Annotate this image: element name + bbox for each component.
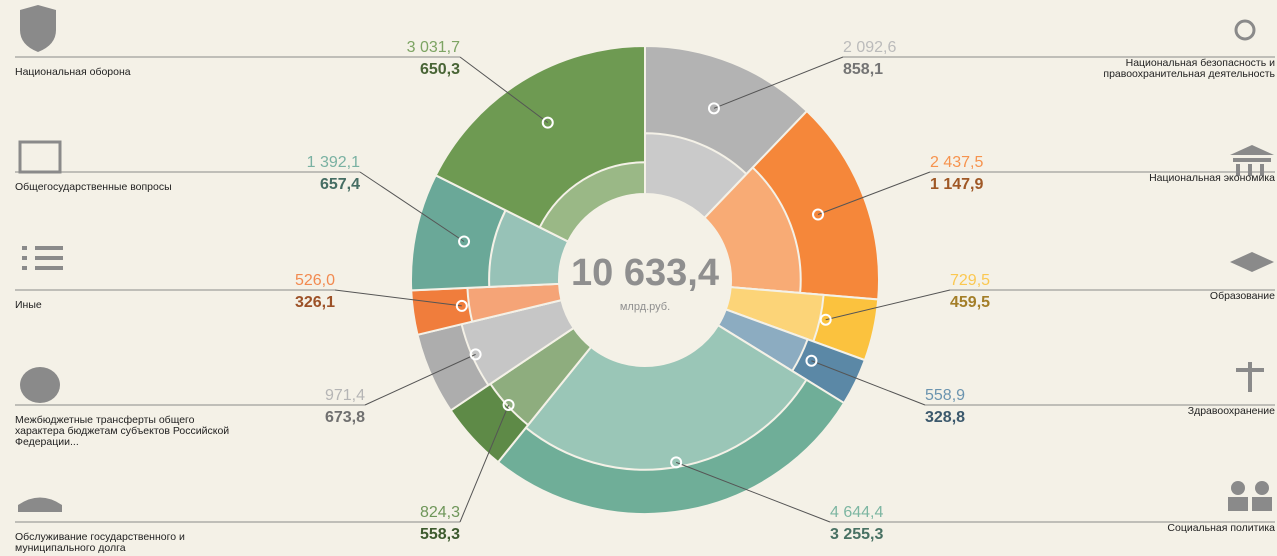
inner-segment xyxy=(538,161,646,243)
leader-line xyxy=(825,289,951,321)
category-name: Национальная оборона xyxy=(15,66,131,78)
dot xyxy=(670,456,683,469)
inner-segment xyxy=(524,323,808,471)
dot xyxy=(707,102,720,115)
leader-line xyxy=(364,353,476,406)
icon-bag xyxy=(20,367,60,403)
dot xyxy=(469,348,482,361)
leader-line xyxy=(817,171,931,215)
value-label: 858,1 xyxy=(843,61,883,78)
leader-line xyxy=(675,461,831,523)
value-label: 824,3 xyxy=(420,504,460,521)
icon-building xyxy=(18,140,62,174)
category-name: Социальная политика xyxy=(1167,522,1275,534)
value-label: 673,8 xyxy=(325,409,365,426)
value-label: 3 031,7 xyxy=(407,39,460,56)
icon-list xyxy=(22,246,63,270)
leader-line xyxy=(359,171,465,242)
value-label: 1 392,1 xyxy=(307,154,360,171)
icon-bank xyxy=(1230,145,1274,176)
category-name: Образование xyxy=(1209,290,1275,302)
icon-people xyxy=(1228,481,1272,511)
value-label: 3 255,3 xyxy=(830,526,883,543)
value-label: 558,3 xyxy=(420,526,460,543)
total-unit: млрд.руб. xyxy=(620,301,670,313)
category-name: Межбюджетные трансферты общего характера… xyxy=(15,414,230,448)
category-name: Здравоохранение xyxy=(1187,405,1275,417)
value-label: 326,1 xyxy=(295,294,335,311)
icon-cap xyxy=(1230,252,1274,272)
category-name: Иные xyxy=(15,299,42,311)
category-name: Национальная безопасность и правоохранит… xyxy=(1103,57,1275,80)
value-label: 4 644,4 xyxy=(830,504,883,521)
icon-medicine xyxy=(1236,362,1264,392)
value-label: 1 147,9 xyxy=(930,176,983,193)
value-label: 971,4 xyxy=(325,387,365,404)
icon-handcuffs xyxy=(1234,19,1256,41)
category-name: Национальная экономика xyxy=(1149,172,1275,184)
value-label: 2 437,5 xyxy=(930,154,983,171)
leader-line xyxy=(713,56,844,109)
value-label: 650,3 xyxy=(420,61,460,78)
dot xyxy=(502,398,515,411)
icons xyxy=(18,5,1274,512)
dot xyxy=(455,299,468,312)
category-name: Обслуживание государственного и муниципа… xyxy=(15,531,185,554)
total: 10 633,4 xyxy=(571,252,719,294)
icon-shield xyxy=(20,5,56,52)
icon-hand xyxy=(18,497,62,512)
value-label: 328,8 xyxy=(925,409,965,426)
leader-line xyxy=(811,360,926,406)
dot xyxy=(805,354,818,367)
value-label: 526,0 xyxy=(295,272,335,289)
value-label: 2 092,6 xyxy=(843,39,896,56)
value-label: 729,5 xyxy=(950,272,990,289)
leader-line xyxy=(459,56,549,124)
dot xyxy=(812,208,825,221)
value-label: 558,9 xyxy=(925,387,965,404)
dot xyxy=(458,235,471,248)
dot xyxy=(541,116,554,129)
value-label: 657,4 xyxy=(320,176,360,193)
dot xyxy=(819,313,832,326)
value-label: 459,5 xyxy=(950,294,990,311)
category-name: Общегосударственные вопросы xyxy=(15,181,172,193)
leader-line xyxy=(334,289,462,307)
leader-line xyxy=(459,404,510,523)
